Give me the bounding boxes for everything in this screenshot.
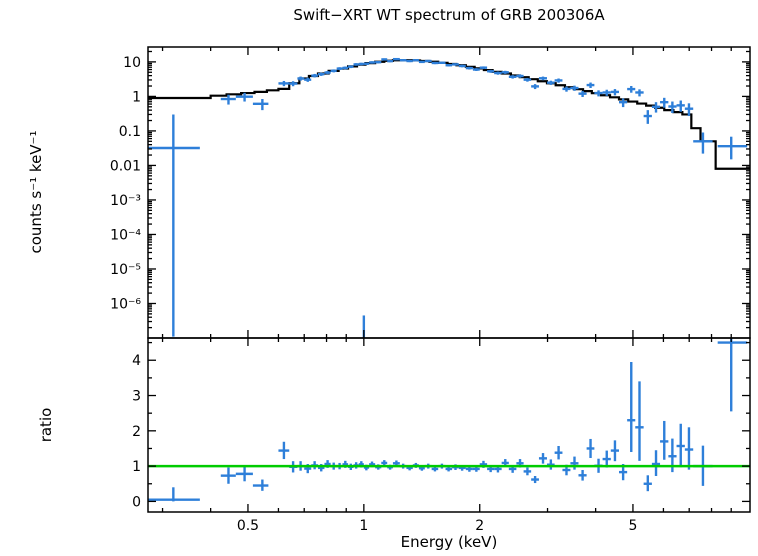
svg-text:1: 1	[359, 518, 368, 534]
svg-text:4: 4	[132, 353, 141, 369]
svg-text:10⁻⁴: 10⁻⁴	[110, 227, 141, 243]
svg-text:10: 10	[123, 55, 141, 71]
svg-text:0.01: 0.01	[110, 158, 141, 174]
svg-text:5: 5	[628, 518, 637, 534]
svg-text:0.1: 0.1	[119, 124, 141, 140]
svg-text:10⁻⁶: 10⁻⁶	[110, 296, 141, 312]
x-axis-label: Energy (keV)	[400, 533, 498, 551]
chart-title: Swift−XRT WT spectrum of GRB 200306A	[293, 6, 605, 24]
svg-text:0.5: 0.5	[237, 518, 259, 534]
svg-text:3: 3	[132, 389, 141, 405]
svg-text:0: 0	[132, 494, 141, 510]
svg-text:2: 2	[475, 518, 484, 534]
svg-text:10⁻⁵: 10⁻⁵	[110, 262, 141, 278]
svg-text:10⁻³: 10⁻³	[110, 193, 141, 209]
svg-text:1: 1	[132, 459, 141, 475]
y-axis-label-ratio: ratio	[37, 407, 55, 443]
svg-text:1: 1	[132, 89, 141, 105]
svg-text:2: 2	[132, 424, 141, 440]
